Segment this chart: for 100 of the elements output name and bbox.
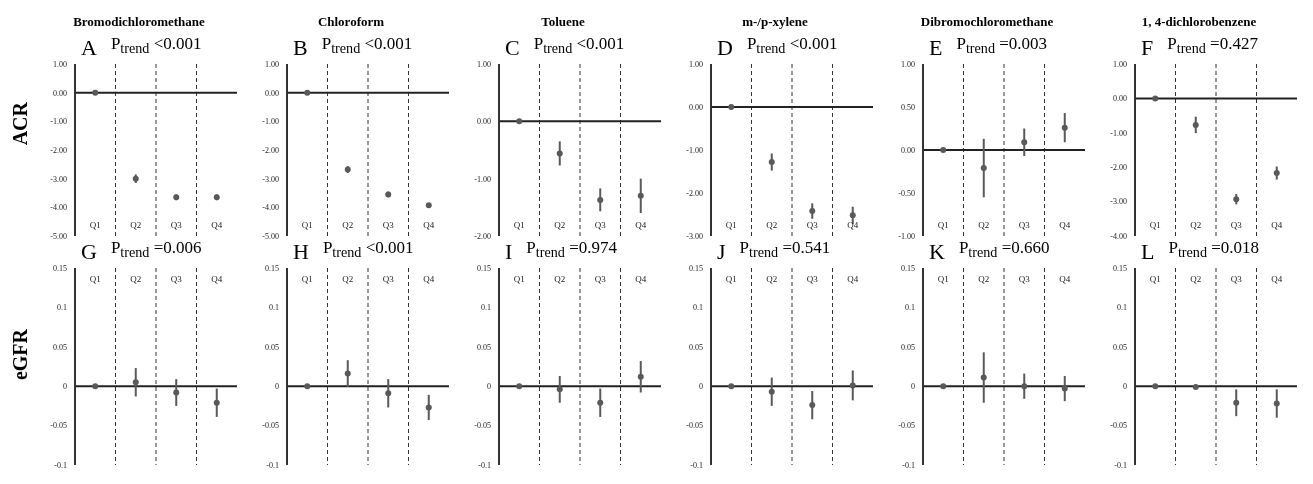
y-tick-label: 0: [63, 382, 67, 392]
y-tick-label: 0.05: [477, 342, 491, 352]
y-tick-label: -2.00: [686, 188, 703, 198]
text: P$_{trend}$ =0.974: [526, 236, 617, 262]
x-tick-label: Q3: [382, 274, 395, 285]
x-tick-label: Q4: [211, 274, 223, 285]
y-tick-label: 1.00: [265, 59, 279, 69]
chart-title: Chloroform: [317, 14, 385, 29]
text: P$_{trend}$ =0.427: [1167, 32, 1258, 58]
y-tick-label: 0.1: [905, 303, 915, 313]
x-tick-label: Q4: [847, 220, 859, 230]
y-axis-title: ACR: [9, 102, 32, 146]
y-tick-label: 0.05: [901, 342, 915, 352]
x-tick-label: Q4: [211, 220, 223, 230]
x-tick-label: Q4: [1059, 274, 1071, 285]
y-tick-label: -1.00: [262, 117, 279, 127]
y-tick-label: -4.00: [50, 203, 67, 213]
chart-title: Bromodichloromethane: [73, 14, 205, 29]
y-tick-label: 0.1: [693, 303, 703, 313]
x-tick-label: Q2: [130, 220, 142, 230]
y-tick-label: 0.1: [269, 303, 279, 313]
y-tick-label: -1.00: [474, 174, 491, 184]
y-tick-label: 0.15: [1113, 263, 1127, 273]
y-tick-label: -0.1: [690, 460, 703, 470]
x-tick-label: Q4: [847, 274, 859, 285]
y-tick-label: -2.00: [1110, 163, 1127, 173]
x-tick-label: Q1: [725, 274, 737, 285]
x-tick-label: Q1: [1149, 274, 1161, 285]
y-tick-label: -4.00: [1110, 231, 1127, 241]
y-tick-label: 0.15: [901, 263, 915, 273]
x-tick-label: Q4: [1059, 220, 1071, 230]
y-tick-label: 0.00: [477, 117, 491, 127]
y-tick-label: 0.05: [53, 342, 67, 352]
x-tick-label: Q3: [594, 220, 607, 230]
x-tick-label: Q3: [1018, 274, 1031, 285]
y-tick-label: -3.00: [1110, 197, 1127, 207]
y-tick-label: -2.00: [50, 145, 67, 155]
y-tick-label: 0.1: [57, 303, 67, 313]
y-tick-label: 0: [1123, 382, 1127, 392]
x-tick-label: Q2: [978, 220, 990, 230]
x-tick-label: Q1: [513, 274, 525, 285]
y-tick-label: 0: [487, 382, 491, 392]
text: P$_{trend}$ =0.006: [110, 236, 202, 262]
y-tick-label: 0.15: [689, 263, 703, 273]
x-tick-label: Q3: [1230, 274, 1243, 285]
y-tick-label: 1.00: [477, 59, 491, 69]
x-tick-label: Q2: [1190, 220, 1202, 230]
x-tick-label: Q1: [937, 220, 949, 230]
x-tick-label: Q3: [806, 220, 819, 230]
x-tick-label: Q3: [1230, 220, 1243, 230]
text: C: [505, 35, 520, 60]
text: A: [81, 35, 97, 60]
y-tick-label: -1.00: [898, 231, 915, 241]
y-tick-label: 1.00: [901, 59, 915, 69]
y-tick-label: -0.05: [686, 421, 703, 431]
y-tick-label: -0.50: [898, 188, 915, 198]
x-tick-label: Q4: [423, 220, 435, 230]
y-tick-label: -0.1: [1114, 460, 1127, 470]
x-tick-label: Q4: [1271, 220, 1283, 230]
y-tick-label: -0.05: [474, 421, 491, 431]
x-tick-label: Q2: [342, 274, 354, 285]
y-tick-label: 0.00: [1113, 94, 1127, 104]
y-tick-label: 0.1: [481, 303, 491, 313]
y-tick-label: -5.00: [50, 231, 67, 241]
y-tick-label: -0.1: [902, 460, 915, 470]
y-tick-label: -0.05: [262, 421, 279, 431]
y-tick-label: 1.00: [53, 59, 67, 69]
x-tick-label: Q3: [382, 220, 395, 230]
chart-title: Toluene: [541, 14, 585, 29]
text: P$_{trend}$ <0.001: [321, 32, 413, 58]
text: P$_{trend}$ =0.660: [958, 236, 1050, 262]
y-tick-label: 1.00: [1113, 59, 1127, 69]
text: P$_{trend}$ <0.001: [110, 32, 202, 58]
y-tick-label: -4.00: [262, 203, 279, 213]
x-tick-label: Q2: [766, 220, 778, 230]
x-tick-label: Q2: [342, 220, 354, 230]
y-tick-label: -3.00: [50, 174, 67, 184]
x-tick-label: Q3: [170, 274, 183, 285]
text: D: [717, 35, 733, 60]
x-tick-label: Q4: [635, 220, 647, 230]
x-tick-label: Q4: [635, 274, 647, 285]
x-tick-label: Q3: [1018, 220, 1031, 230]
y-tick-label: 0.00: [53, 88, 67, 98]
x-tick-label: Q1: [301, 220, 313, 230]
x-tick-label: Q1: [1149, 220, 1161, 230]
y-tick-label: 0.05: [265, 342, 279, 352]
x-tick-label: Q2: [766, 274, 778, 285]
text: P$_{trend}$ =0.003: [956, 32, 1048, 58]
text: E: [929, 35, 943, 60]
x-tick-label: Q1: [725, 220, 737, 230]
y-tick-label: -0.1: [54, 460, 67, 470]
x-tick-label: Q3: [806, 274, 819, 285]
text: G: [81, 239, 97, 264]
x-tick-label: Q4: [423, 274, 435, 285]
x-tick-label: Q3: [594, 274, 607, 285]
y-tick-label: -0.05: [50, 421, 67, 431]
y-tick-label: 0.00: [901, 145, 915, 155]
y-tick-label: 0: [911, 382, 915, 392]
x-tick-label: Q2: [1190, 274, 1202, 285]
y-tick-label: -2.00: [262, 145, 279, 155]
